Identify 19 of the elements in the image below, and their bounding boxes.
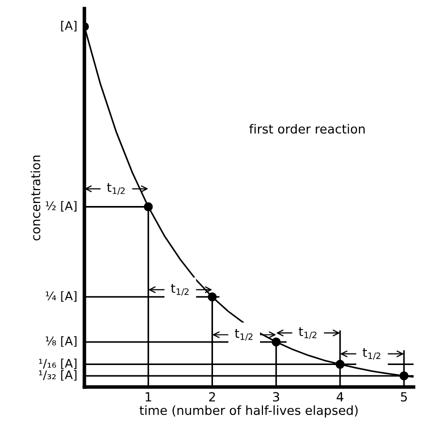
annotation: [A] xyxy=(61,20,76,32)
x-axis-title: time (number of half-lives elapsed) xyxy=(140,405,358,418)
annotation: ½ [A] xyxy=(46,201,76,212)
annotation: t$_{1/2}$ xyxy=(362,348,380,360)
annotation: ¹/₁₆ [A] xyxy=(39,358,76,370)
annotation: first order reaction xyxy=(249,124,365,134)
y-axis-title: concentration xyxy=(30,156,40,240)
x-tick-label: 5 xyxy=(400,392,407,402)
annotation: ⅛ [A] xyxy=(46,336,76,347)
annotation: t$_{1/2}$ xyxy=(107,183,125,195)
x-tick-label: 1 xyxy=(146,392,152,402)
annotation: ¹/₃₂ [A] xyxy=(39,370,76,381)
x-tick-label: 2 xyxy=(209,392,215,402)
x-tick-label: 4 xyxy=(336,392,344,402)
annotation: t$_{1/2}$ xyxy=(298,327,316,339)
annotation: t$_{1/2}$ xyxy=(170,284,189,296)
annotation: ¼ [A] xyxy=(46,291,76,302)
annotation: t$_{1/2}$ xyxy=(234,329,252,341)
x-tick-label: 3 xyxy=(273,392,280,402)
